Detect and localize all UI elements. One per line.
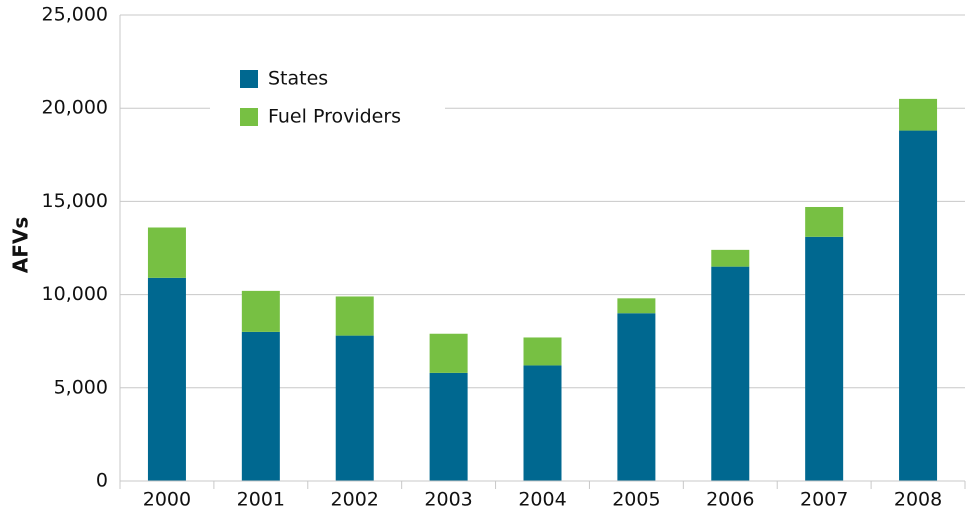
legend-label: Fuel Providers	[268, 106, 401, 128]
legend-swatch	[240, 108, 258, 126]
y-tick-label: 15,000	[42, 190, 108, 212]
x-tick-label: 2001	[237, 489, 285, 511]
bar-segment	[711, 249, 750, 267]
bar-segment	[617, 298, 656, 314]
legend-swatch	[240, 70, 258, 88]
x-tick-label: 2003	[424, 489, 472, 511]
bar-segment	[899, 98, 938, 131]
bar-segment	[523, 365, 562, 481]
x-tick-label: 2000	[143, 489, 191, 511]
y-tick-label: 20,000	[42, 97, 108, 119]
bar-segment	[429, 333, 468, 373]
x-tick-label: 2006	[706, 489, 754, 511]
y-tick-label: 10,000	[42, 283, 108, 305]
bar-segment	[805, 206, 844, 237]
x-tick-label: 2008	[894, 489, 942, 511]
x-tick-label: 2007	[800, 489, 848, 511]
y-tick-label: 25,000	[42, 4, 108, 26]
bar-segment	[899, 130, 938, 481]
bar-segment	[617, 313, 656, 481]
x-tick-label: 2005	[612, 489, 660, 511]
bar-segment	[805, 236, 844, 481]
x-tick-label: 2004	[518, 489, 566, 511]
bar-segment	[335, 296, 374, 336]
bar-segment	[711, 266, 750, 481]
bar-segment	[147, 227, 186, 278]
bar-segment	[147, 277, 186, 481]
y-tick-label: 5,000	[54, 376, 108, 398]
x-tick-label: 2002	[331, 489, 379, 511]
y-tick-label: 0	[96, 470, 108, 492]
bar-segment	[429, 372, 468, 481]
bar-segment	[241, 331, 280, 481]
bar-segment	[241, 290, 280, 332]
bar-segment	[523, 337, 562, 366]
y-axis-label: AFVs	[9, 217, 33, 274]
bar-segment	[335, 335, 374, 481]
legend-label: States	[268, 68, 328, 90]
